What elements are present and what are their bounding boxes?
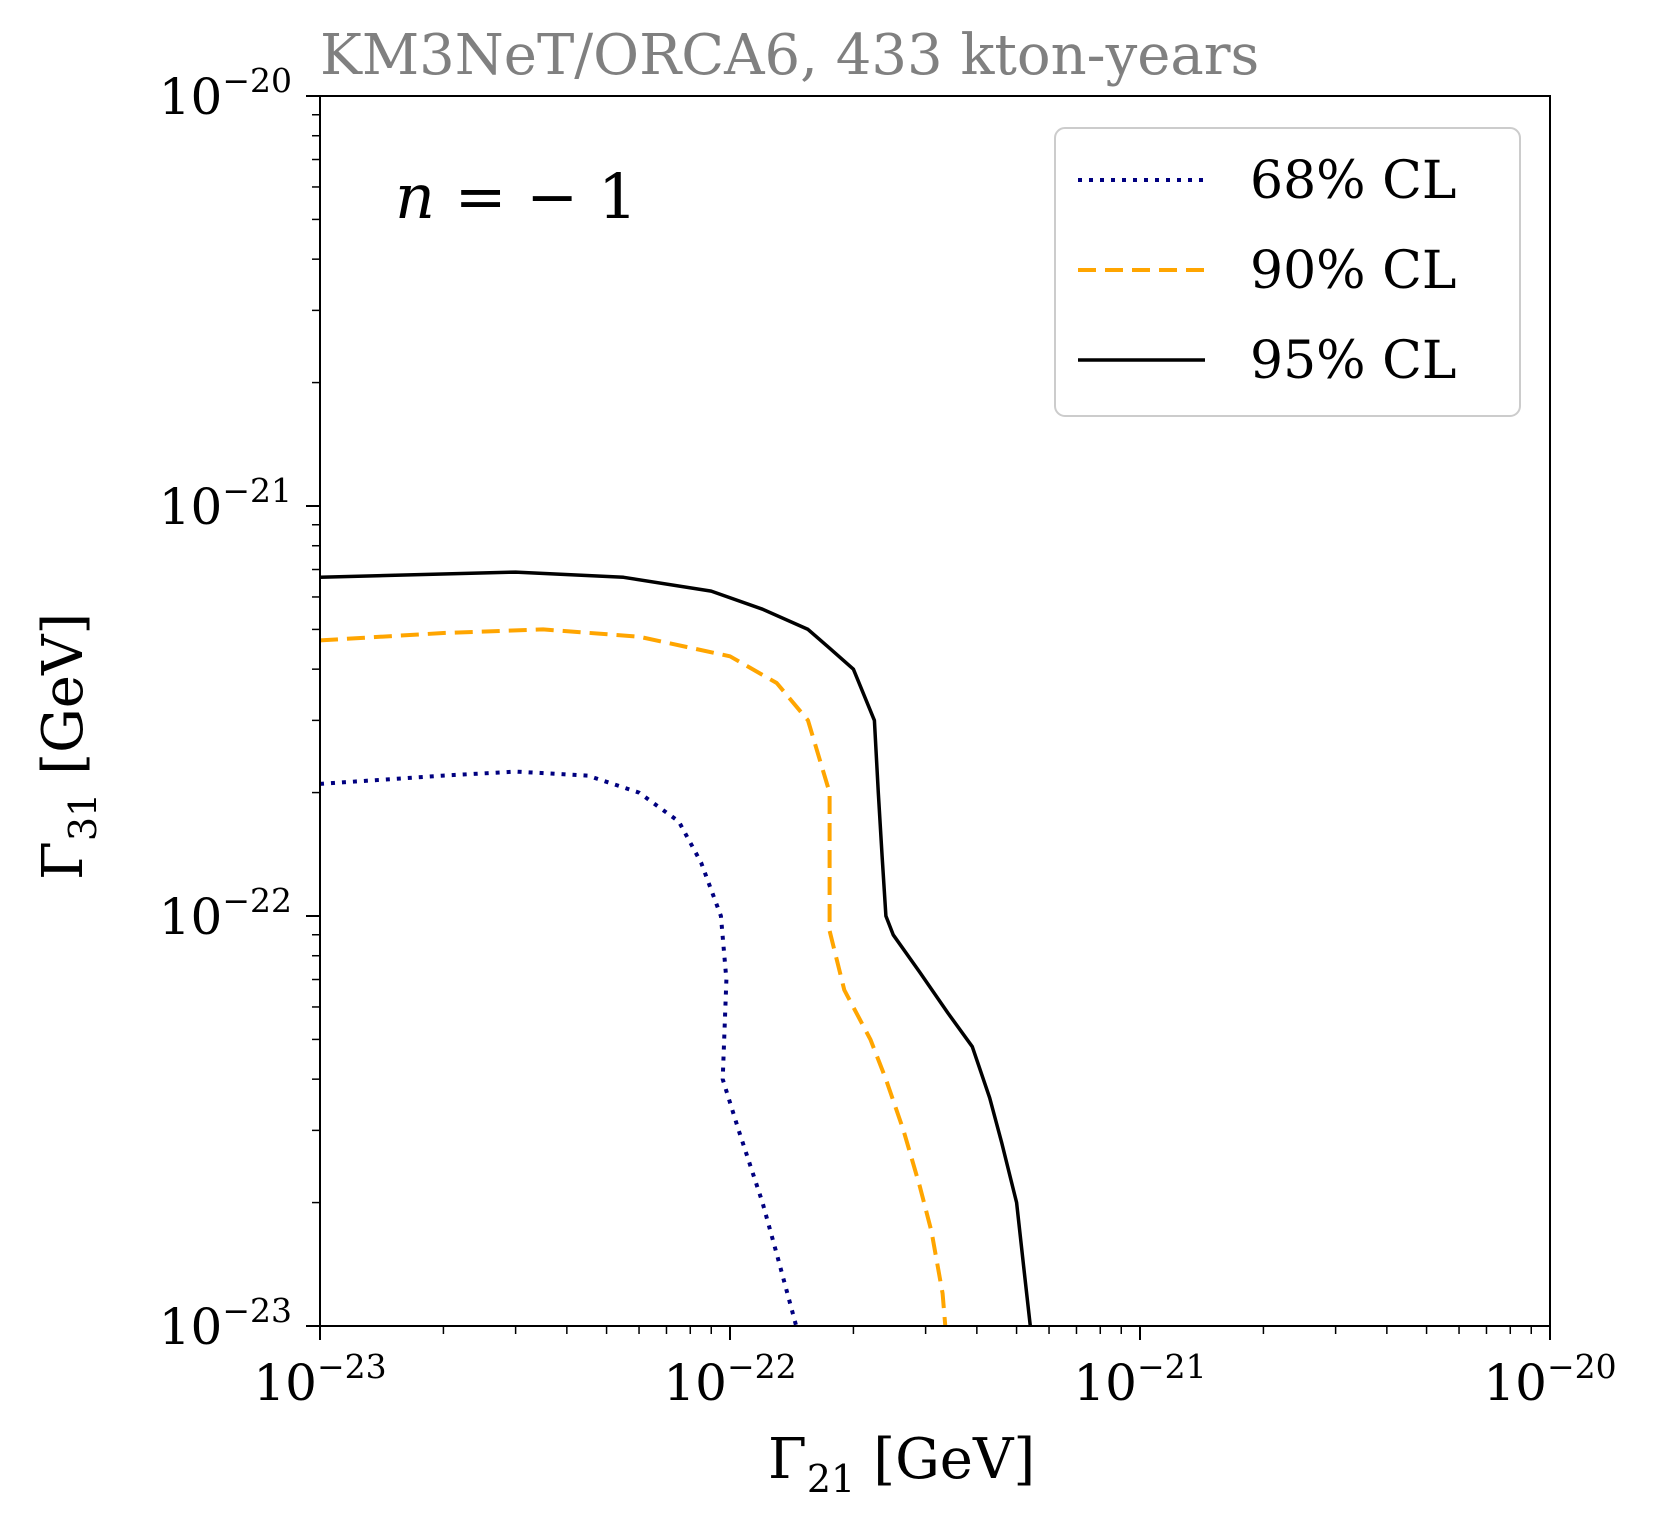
series-line-95cl (319, 570, 1033, 1327)
x-tick-label-exp: −20 (1547, 1347, 1617, 1386)
x-tick-label: 10−22 (663, 1347, 796, 1412)
n-annotation: n = − 1 (395, 160, 637, 233)
y-tick-label-exp: −20 (222, 61, 292, 100)
x-tick-label-exp: −21 (1137, 1347, 1207, 1386)
legend-items: 68% CL 90% CL 95% CL (1078, 151, 1456, 391)
n-annotation-rest: = − 1 (435, 160, 637, 233)
series-lines (319, 570, 1033, 1327)
x-tick-label: 10−20 (1483, 1347, 1616, 1412)
x-tick-label-base: 10 (1483, 1354, 1547, 1412)
minor-ticks (312, 114, 1532, 1334)
y-tick-label-exp: −22 (222, 881, 292, 920)
series-line-68cl (319, 769, 799, 1327)
y-axis-label-unit: [GeV] (31, 613, 96, 775)
y-tick-label-base: 10 (159, 1298, 223, 1356)
legend-box (1054, 127, 1521, 417)
n-annotation-var: n (395, 160, 435, 233)
legend-label: 95% CL (1250, 331, 1456, 391)
x-axis-label-subscript: 21 (807, 1457, 855, 1501)
x-tick-label-exp: −22 (727, 1347, 797, 1386)
y-tick-label-base: 10 (159, 68, 223, 126)
legend-label: 90% CL (1250, 241, 1456, 301)
y-tick-label-exp: −21 (222, 471, 292, 510)
y-axis-label-symbol: Γ (31, 841, 96, 880)
series-line-90cl (319, 627, 948, 1327)
x-tick-labels: 10−23 10−22 10−21 10−20 (253, 1347, 1616, 1412)
x-tick-label-exp: −23 (317, 1347, 387, 1386)
x-tick-label-base: 10 (663, 1354, 727, 1412)
y-tick-label-base: 10 (159, 478, 223, 536)
major-ticks (306, 95, 1551, 1340)
x-tick-label: 10−23 (253, 1347, 386, 1412)
y-tick-label: 10−22 (159, 881, 292, 946)
y-axis-label-subscript: 31 (61, 793, 105, 841)
y-tick-label: 10−23 (159, 1291, 292, 1356)
x-axis-label-unit: [GeV] (873, 1427, 1035, 1492)
x-tick-label-base: 10 (253, 1354, 317, 1412)
y-axis-label: Γ31 [GeV] (31, 613, 105, 880)
y-tick-label: 10−21 (159, 471, 292, 536)
y-tick-label-exp: −23 (222, 1291, 292, 1330)
y-tick-label-base: 10 (159, 888, 223, 946)
chart-title: KM3NeT/ORCA6, 433 kton-years (320, 23, 1259, 88)
x-tick-label: 10−21 (1073, 1347, 1206, 1412)
legend-label: 68% CL (1250, 151, 1456, 211)
y-tick-label: 10−20 (159, 61, 292, 126)
x-tick-label-base: 10 (1073, 1354, 1137, 1412)
x-axis-label-symbol: Γ (768, 1427, 807, 1492)
plot-frame (319, 95, 1551, 1327)
x-axis-label: Γ21 [GeV] (768, 1427, 1035, 1501)
legend: 68% CL 90% CL 95% CL (1054, 127, 1521, 417)
